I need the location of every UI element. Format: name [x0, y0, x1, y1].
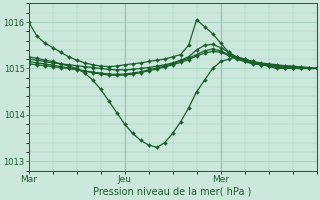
X-axis label: Pression niveau de la mer( hPa ): Pression niveau de la mer( hPa ): [93, 187, 252, 197]
